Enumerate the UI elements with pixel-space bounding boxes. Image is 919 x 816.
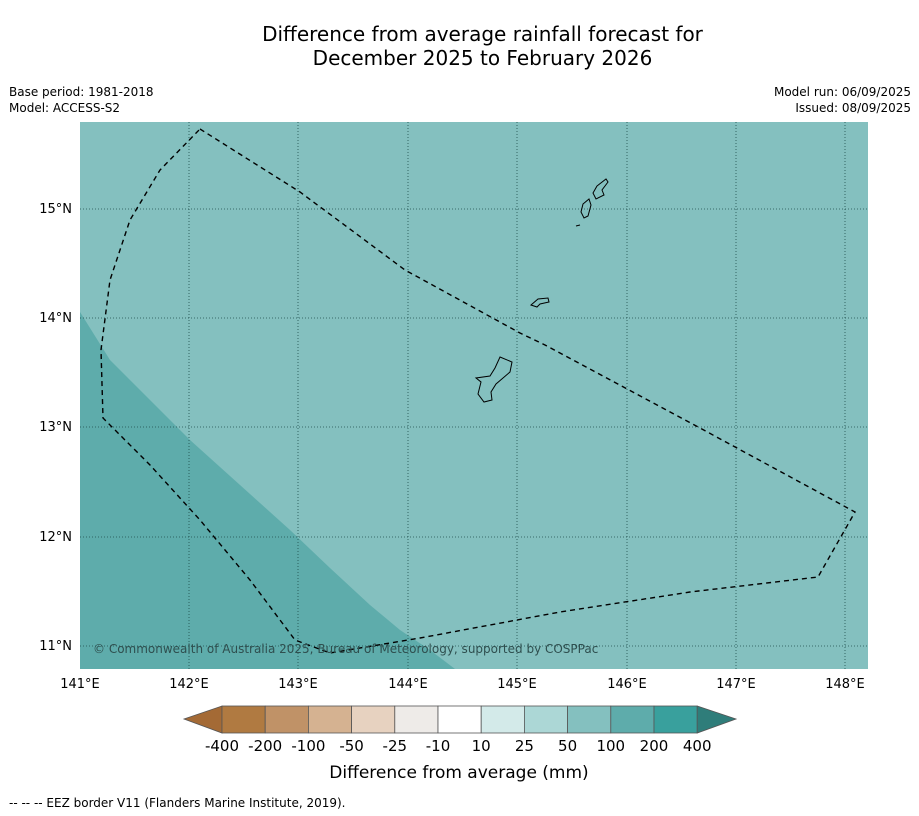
model-name: Model: ACCESS-S2 [9,101,121,115]
legend-tick-neg400: -400 [205,737,239,755]
legend-tick-100: 100 [596,737,625,755]
lon-label-141: 141°E [60,677,100,692]
legend-arrow-left [182,705,223,734]
eez-footnote: -- -- -- EEZ border V11 (Flanders Marine… [9,796,346,810]
lon-label-142: 142°E [169,677,209,692]
legend-swatch-7 [480,705,525,734]
base-period: Base period: 1981-2018 [9,85,154,99]
title-line-2: December 2025 to February 2026 [312,46,653,70]
legend-tick-25: 25 [515,737,534,755]
issued-date: Issued: 08/09/2025 [795,101,911,115]
lon-label-143: 143°E [278,677,318,692]
meta-right: Model run: 06/09/2025 Issued: 08/09/2025 [774,84,911,116]
lat-label-12: 12°N [39,530,72,545]
lon-label-146: 146°E [607,677,647,692]
legend-tick-neg10: -10 [426,737,451,755]
legend-tick-neg25: -25 [383,737,408,755]
island-guam [474,356,513,403]
lat-label-11: 11°N [39,639,72,654]
meta-left: Base period: 1981-2018 Model: ACCESS-S2 [9,84,154,116]
legend-tick-10: 10 [472,737,491,755]
lon-label-144: 144°E [388,677,428,692]
island-tinian [580,198,592,219]
legend-arrow-right [696,705,738,734]
lat-label-14: 14°N [39,311,72,326]
chart-title: Difference from average rainfall forecas… [0,22,919,70]
latitude-labels: 15°N 14°N 13°N 12°N 11°N [39,202,72,654]
lon-label-147: 147°E [716,677,756,692]
model-run-date: Model run: 06/09/2025 [773,85,911,99]
legend-swatch-9 [567,705,612,734]
legend-tick-neg200: -200 [248,737,282,755]
island-saipan [592,178,609,200]
rainfall-band-100-200 [80,312,455,669]
legend-swatch-3 [307,705,352,734]
lon-label-145: 145°E [497,677,537,692]
legend-swatch-11 [653,705,698,734]
legend-swatch-1 [221,705,266,734]
island-aguijan [575,224,581,227]
legend-tick-labels: -400 -200 -100 -50 -25 -10 10 25 50 100 … [205,737,712,755]
lon-label-148: 148°E [825,677,865,692]
legend-tick-400: 400 [683,737,712,755]
map-area: © Commonwealth of Australia 2025, Bureau… [80,122,868,669]
title-line-1: Difference from average rainfall forecas… [262,22,703,46]
legend-swatch-2 [264,705,309,734]
legend-swatch-6 [437,705,482,734]
legend-tick-neg50: -50 [339,737,364,755]
legend-title: Difference from average (mm) [329,763,588,783]
gridlines [80,122,868,669]
legend-swatch-4 [351,705,396,734]
legend-swatch-10 [610,705,655,734]
legend-swatch-8 [524,705,569,734]
legend-tick-50: 50 [558,737,577,755]
island-rota [530,297,550,308]
longitude-labels: 141°E 142°E 143°E 144°E 145°E 146°E 147°… [60,677,865,692]
lat-label-15: 15°N [39,202,72,217]
color-legend [182,705,738,734]
legend-tick-200: 200 [640,737,669,755]
copyright-text: © Commonwealth of Australia 2025, Bureau… [93,642,598,656]
lat-label-13: 13°N [39,420,72,435]
legend-swatch-5 [394,705,439,734]
islands [474,178,609,403]
legend-tick-neg100: -100 [291,737,325,755]
